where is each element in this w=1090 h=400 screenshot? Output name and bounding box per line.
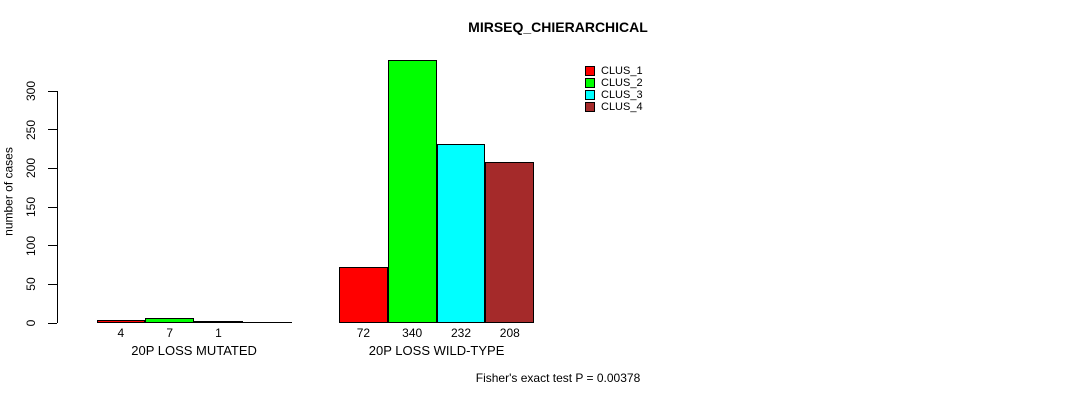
y-tick-label: 50 (24, 277, 38, 292)
legend-label: CLUS_3 (601, 89, 643, 101)
legend-swatch-clus-3 (585, 90, 595, 100)
y-tick-label: 250 (24, 119, 38, 140)
bar-clus-1 (339, 267, 388, 323)
y-tick (48, 206, 57, 208)
legend-label: CLUS_1 (601, 65, 643, 77)
y-tick-label: 100 (24, 235, 38, 256)
bar-value-label: 340 (402, 326, 423, 340)
y-tick (48, 167, 57, 169)
bar-value-label: 72 (356, 326, 371, 340)
legend-item-clus-2: CLUS_2 (585, 77, 643, 89)
y-tick (48, 90, 57, 92)
y-tick-label: 0 (24, 319, 38, 327)
chart-title: MIRSEQ_CHIERARCHICAL (468, 19, 648, 35)
group-label-20p-loss-mutated: 20P LOSS MUTATED (131, 343, 257, 358)
legend-swatch-clus-1 (585, 66, 595, 76)
y-tick (48, 322, 57, 324)
bar-value-label: 4 (117, 326, 125, 340)
bar-clus-3 (436, 144, 486, 323)
y-tick-label: 200 (24, 158, 38, 179)
legend-item-clus-4: CLUS_4 (585, 101, 643, 113)
y-axis-line (57, 91, 58, 323)
bar-clus-2 (145, 318, 195, 323)
bar-clus-1 (96, 320, 146, 323)
y-tick (48, 129, 57, 131)
legend-label: CLUS_4 (601, 101, 643, 113)
legend: CLUS_1 CLUS_2 CLUS_3 CLUS_4 (585, 65, 643, 113)
bar-clus-3 (194, 321, 243, 323)
y-tick-label: 150 (24, 196, 38, 218)
bar-clus-4 (485, 162, 535, 323)
y-tick (48, 283, 57, 285)
bar-value-label: 1 (215, 326, 222, 340)
bar-clus-2 (387, 60, 437, 323)
legend-swatch-clus-4 (585, 102, 595, 112)
legend-item-clus-3: CLUS_3 (585, 89, 643, 101)
bar-value-label: 208 (499, 326, 520, 340)
legend-label: CLUS_2 (601, 77, 643, 89)
bar-value-label: 232 (450, 326, 471, 340)
bar-clus-4 (242, 322, 292, 323)
y-tick (48, 245, 57, 247)
group-label-20p-loss-wild-type: 20P LOSS WILD-TYPE (368, 343, 505, 358)
fisher-test-annotation: Fisher's exact test P = 0.00378 (475, 371, 641, 385)
legend-swatch-clus-2 (585, 78, 595, 88)
legend-item-clus-1: CLUS_1 (585, 65, 643, 77)
bar-value-label: 7 (166, 326, 174, 340)
y-tick-label: 300 (24, 80, 38, 102)
